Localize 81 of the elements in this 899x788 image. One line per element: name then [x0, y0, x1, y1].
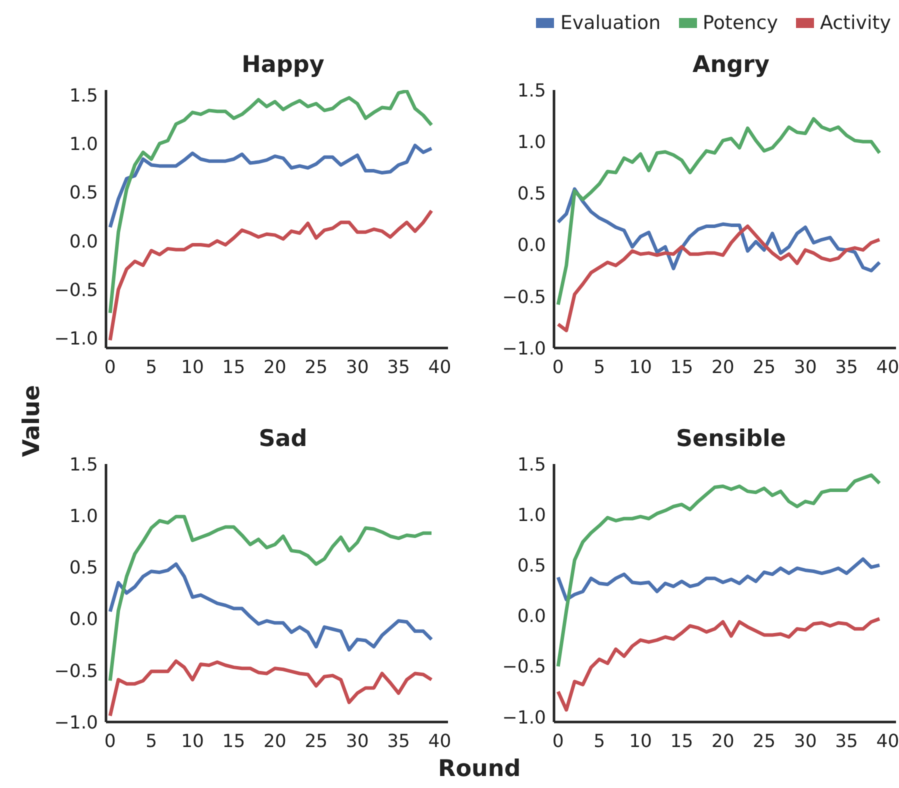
x-tick-label: 0: [104, 356, 116, 378]
y-tick-label: 0.5: [517, 184, 546, 205]
x-tick-label: 40: [876, 356, 899, 378]
x-axis-title: Round: [438, 756, 521, 782]
x-tick-label: 15: [670, 356, 694, 378]
x-tick-label: 0: [552, 356, 564, 378]
x-tick-label: 25: [304, 730, 328, 752]
y-tick-label: 0.5: [69, 558, 98, 579]
x-tick-label: 40: [428, 730, 452, 752]
line-series: [108, 514, 434, 682]
legend-label: Activity: [820, 12, 891, 34]
x-tick-label: 35: [835, 730, 858, 752]
x-tick-label: 35: [835, 356, 858, 378]
x-tick-label: 5: [146, 730, 158, 752]
chart-title: Angry: [692, 52, 770, 80]
y-tick-label: −0.5: [54, 280, 98, 301]
x-tick-label: 15: [670, 730, 694, 752]
chart-title: Sensible: [674, 426, 788, 454]
x-tick-label: 10: [181, 730, 204, 752]
y-tick-label: 1.5: [69, 454, 98, 476]
x-tick-label: 20: [711, 730, 734, 752]
y-tick-label: 1.5: [517, 454, 546, 476]
y-tick-label: 0.0: [517, 235, 546, 256]
x-tick-label: 15: [222, 356, 246, 378]
line-series: [108, 90, 434, 315]
y-tick-label: 1.0: [517, 504, 546, 526]
x-tick-label: 10: [181, 356, 204, 378]
x-tick-label: 20: [263, 356, 286, 378]
line-series: [108, 562, 434, 652]
line-series: [108, 659, 434, 718]
y-tick-label: 1.0: [69, 134, 98, 155]
y-tick-label: −0.5: [54, 660, 98, 682]
x-tick-label: 20: [711, 356, 734, 378]
x-tick-label: 25: [304, 356, 328, 378]
x-tick-label: 30: [794, 730, 817, 752]
y-tick-label: 1.0: [517, 132, 546, 153]
x-tick-label: 35: [387, 730, 410, 752]
line-series: [108, 208, 434, 342]
x-tick-label: 5: [594, 356, 606, 378]
x-tick-label: 25: [752, 730, 776, 752]
y-tick-label: 0.5: [517, 556, 546, 577]
y-tick-label: 0.0: [69, 231, 98, 252]
y-tick-label: −1.0: [54, 712, 98, 734]
line-series: [556, 117, 882, 306]
y-tick-label: −1.0: [54, 328, 98, 350]
chart-title: Happy: [240, 52, 326, 80]
x-tick-label: 10: [629, 730, 652, 752]
x-tick-label: 10: [629, 356, 652, 378]
x-tick-label: 0: [104, 730, 116, 752]
line-series: [556, 617, 882, 712]
legend-label: Evaluation: [560, 12, 661, 34]
line-series: [556, 187, 882, 272]
x-tick-label: 5: [146, 356, 158, 378]
line-series: [108, 144, 434, 230]
y-tick-label: 1.0: [69, 506, 98, 527]
line-series: [556, 557, 882, 602]
line-series: [556, 473, 882, 668]
y-tick-label: 1.5: [69, 85, 98, 106]
y-tick-label: 0.5: [69, 182, 98, 204]
x-tick-label: 30: [346, 730, 369, 752]
x-tick-label: 15: [222, 730, 246, 752]
line-series: [556, 224, 882, 332]
x-tick-label: 30: [346, 356, 369, 378]
y-tick-label: −0.5: [502, 656, 546, 678]
x-tick-label: 0: [552, 730, 564, 752]
y-tick-label: 0.0: [517, 606, 546, 628]
legend-label: Potency: [702, 12, 778, 34]
x-tick-label: 40: [876, 730, 899, 752]
chart-title: Sad: [258, 426, 308, 454]
x-tick-label: 35: [387, 356, 410, 378]
x-tick-label: 5: [594, 730, 606, 752]
y-axis-title: Value: [18, 385, 45, 457]
y-tick-label: −1.0: [502, 707, 546, 728]
y-tick-label: 1.5: [517, 80, 546, 102]
x-tick-label: 30: [794, 356, 817, 378]
y-tick-label: −1.0: [502, 338, 546, 360]
x-tick-label: 20: [263, 730, 286, 752]
x-tick-label: 25: [752, 356, 776, 378]
y-tick-label: −0.5: [502, 286, 546, 308]
x-tick-label: 40: [428, 356, 452, 378]
y-tick-label: 0.0: [69, 609, 98, 630]
